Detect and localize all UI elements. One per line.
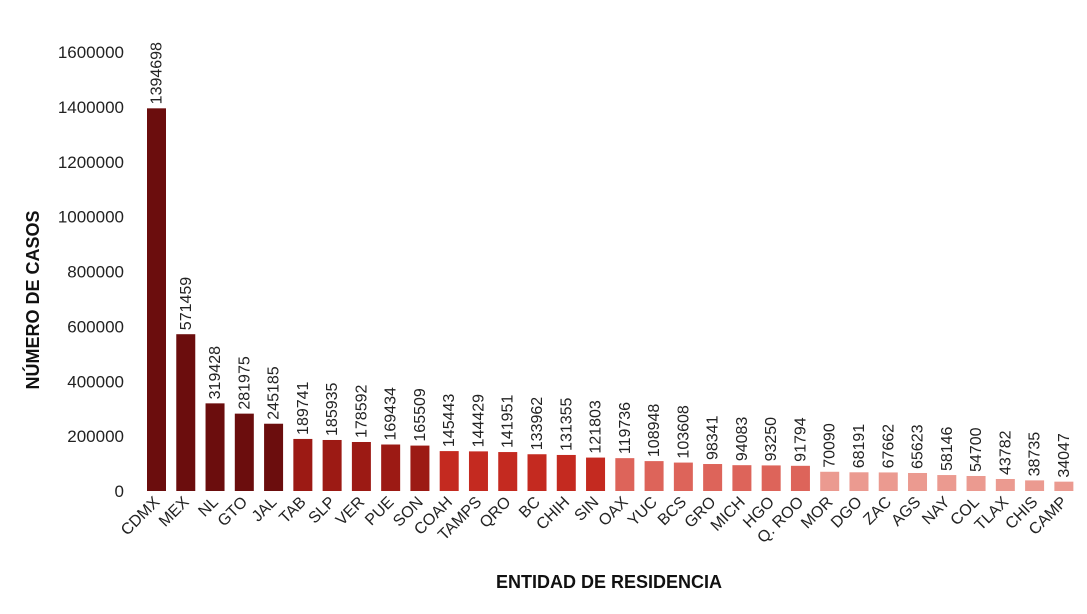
bar-chih	[556, 454, 576, 491]
x-tick-label: JAL	[249, 494, 281, 526]
bar-mex	[176, 334, 196, 491]
x-tick-label: NAY	[919, 494, 954, 529]
bar-data-label: 185935	[324, 382, 341, 435]
bar-gro	[703, 464, 723, 491]
bar-chis	[1025, 480, 1045, 491]
bar-dgo	[849, 472, 869, 491]
bar-data-label: 58146	[939, 426, 956, 471]
bar-data-label: 571459	[178, 277, 195, 330]
bar-data-labels: 1394698 571459 319428 281975 245185 189741 185…	[149, 42, 1073, 478]
y-tick-label: 400000	[67, 372, 124, 391]
bar-data-label: 70090	[822, 423, 839, 468]
y-axis-ticks: 0 200000 400000 600000 800000 1000000 1200000 1…	[58, 43, 124, 501]
bar-data-label: 319428	[207, 346, 224, 399]
bar-data-label: 98341	[705, 415, 722, 460]
bar-camp	[1054, 481, 1074, 491]
bar-ver	[351, 441, 371, 491]
bar-data-label: 281975	[236, 356, 253, 409]
bar-data-label: 1394698	[149, 42, 166, 104]
bar-son	[410, 445, 430, 491]
x-tick-label: QRO	[477, 494, 515, 532]
bar-yuc	[644, 461, 664, 491]
bar-bcs	[673, 462, 693, 491]
bar-data-label: 54700	[968, 427, 985, 472]
x-tick-label: MICH	[708, 494, 749, 535]
bar-data-label: 94083	[734, 417, 751, 462]
bar-cdmx	[147, 108, 166, 491]
bar-sin	[586, 457, 606, 491]
y-tick-label: 600000	[67, 317, 124, 336]
x-tick-label: VER	[333, 494, 368, 529]
y-tick-label: 800000	[67, 263, 124, 282]
bar-data-label: 145443	[441, 394, 458, 447]
x-tick-label: GTO	[215, 494, 251, 530]
bar-data-label: 43782	[997, 430, 1014, 475]
bar-col	[966, 475, 986, 491]
bar-q-roo	[790, 465, 810, 491]
bar-data-label: 178592	[353, 385, 370, 438]
bar-data-label: 65623	[910, 424, 927, 469]
bar-data-label: 91794	[792, 417, 809, 462]
bar-coah	[439, 451, 459, 491]
bar-tamps	[468, 451, 488, 491]
bar-data-label: 67662	[880, 424, 897, 469]
bar-data-label: 165509	[412, 388, 429, 441]
bar-nl	[205, 403, 225, 491]
x-tick-label: AGS	[888, 494, 924, 530]
bar-data-label: 38735	[1027, 432, 1044, 477]
bar-tab	[293, 438, 313, 491]
x-tick-label: TAB	[276, 494, 309, 527]
bar-data-label: 34047	[1056, 433, 1073, 478]
bar-qro	[498, 452, 518, 491]
bar-data-label: 119736	[617, 402, 634, 454]
bar-data-label: 169434	[383, 387, 400, 440]
bar-data-label: 131355	[558, 397, 575, 450]
bar-mor	[820, 471, 840, 491]
bar-data-label: 121803	[588, 400, 605, 453]
bar-hgo	[761, 465, 781, 491]
bar-data-label: 189741	[295, 381, 312, 434]
y-tick-label: 1200000	[58, 153, 124, 172]
x-axis-title: ENTIDAD DE RESIDENCIA	[496, 572, 722, 592]
bar-jal	[264, 423, 284, 491]
y-tick-label: 1600000	[58, 43, 124, 62]
bar-data-label: 68191	[851, 424, 868, 469]
bar-bc	[527, 454, 547, 491]
y-tick-label: 1400000	[58, 98, 124, 117]
bar-pue	[381, 444, 401, 491]
bar-data-label: 108948	[646, 404, 663, 457]
bar-oax	[615, 458, 635, 491]
y-axis-title: NÚMERO DE CASOS	[22, 210, 43, 389]
bar-tlax	[995, 478, 1015, 491]
bar-slp	[322, 439, 342, 491]
x-tick-label: ZAC	[860, 494, 895, 529]
bar-zac	[878, 472, 898, 491]
x-tick-label: PUE	[362, 494, 397, 529]
bar-ags	[908, 472, 928, 491]
y-tick-label: 0	[115, 482, 124, 501]
bar-data-label: 133962	[529, 397, 546, 450]
bar-data-label: 245185	[266, 366, 283, 419]
bar-mich	[732, 465, 752, 491]
x-tick-label: YUC	[625, 494, 661, 530]
bars	[147, 108, 1074, 491]
x-tick-label: SLP	[306, 494, 339, 527]
bar-data-label: 93250	[763, 417, 780, 462]
bar-nay	[937, 475, 957, 491]
x-tick-label: OAX	[596, 494, 632, 530]
x-tick-label: MEX	[156, 494, 193, 531]
y-tick-label: 1000000	[58, 208, 124, 227]
x-tick-label: CHIH	[533, 494, 573, 534]
bar-data-label: 144429	[470, 394, 487, 447]
bar-gto	[234, 413, 254, 491]
x-tick-label: MOR	[798, 494, 836, 532]
x-tick-label: TLAX	[972, 494, 1013, 535]
y-tick-label: 200000	[67, 427, 124, 446]
bar-data-label: 141951	[500, 395, 517, 448]
x-tick-label: DGO	[828, 494, 866, 532]
bar-data-label: 103608	[675, 405, 692, 458]
